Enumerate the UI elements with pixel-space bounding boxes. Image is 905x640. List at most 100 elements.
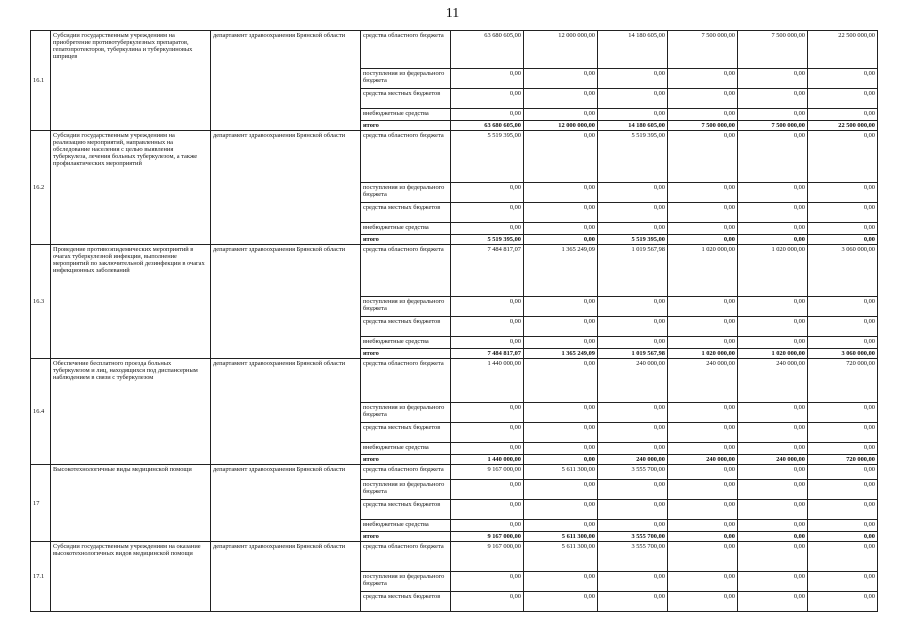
cell-source: итого <box>360 120 451 131</box>
cell-value: 0,00 <box>523 591 598 612</box>
table-row: 17.1 Субсидии государственным учреждениям… <box>30 541 878 612</box>
cell-value: 0,00 <box>450 591 524 612</box>
cell-source: итого <box>360 234 451 245</box>
cell-value: 0,00 <box>737 88 808 109</box>
cell-value: 5 519 395,00 <box>450 234 524 245</box>
cell-value: 0,00 <box>523 499 598 520</box>
cell-value: 0,00 <box>667 68 738 89</box>
cell-source: поступления из федерального бюджета <box>360 402 451 423</box>
cell-value: 0,00 <box>807 202 878 223</box>
cell-value: 0,00 <box>523 202 598 223</box>
cell-value: 0,00 <box>450 88 524 109</box>
cell-value: 0,00 <box>450 336 524 349</box>
cell-value: 5 611 300,00 <box>523 541 598 572</box>
cell-source: поступления из федерального бюджета <box>360 68 451 89</box>
cell-value: 0,00 <box>597 499 668 520</box>
cell-value: 7 484 817,07 <box>450 348 524 359</box>
cell-value: 0,00 <box>597 336 668 349</box>
cell-org: департамент здравоохранения Брянской обл… <box>210 541 361 612</box>
table-row: 16.4 Обеспечение бесплатного проезда боль… <box>30 358 878 465</box>
cell-value: 12 000 000,00 <box>523 30 598 69</box>
cell-source: средства местных бюджетов <box>360 591 451 612</box>
cell-value: 0,00 <box>597 591 668 612</box>
cell-source: поступления из федерального бюджета <box>360 479 451 500</box>
cell-value: 0,00 <box>523 571 598 592</box>
cell-name: Проведение противоэпидемических мероприя… <box>50 244 211 359</box>
cell-value: 0,00 <box>807 422 878 443</box>
cell-source: внебюджетные средства <box>360 222 451 235</box>
cell-name: Субсидии государственным учреждениям на … <box>50 541 211 612</box>
cell-value: 0,00 <box>667 336 738 349</box>
cell-value: 240 000,00 <box>597 358 668 403</box>
cell-value: 0,00 <box>807 541 878 572</box>
cell-value: 0,00 <box>523 222 598 235</box>
cell-value: 0,00 <box>523 130 598 183</box>
cell-value: 1 440 000,00 <box>450 454 524 465</box>
cell-value: 0,00 <box>807 442 878 455</box>
cell-source: внебюджетные средства <box>360 519 451 532</box>
cell-value: 0,00 <box>667 571 738 592</box>
cell-value: 0,00 <box>597 519 668 532</box>
cell-value: 7 500 000,00 <box>667 120 738 131</box>
cell-value: 240 000,00 <box>597 454 668 465</box>
cell-value: 5 611 300,00 <box>523 531 598 542</box>
cell-value: 0,00 <box>597 571 668 592</box>
cell-value: 240 000,00 <box>667 454 738 465</box>
cell-value: 0,00 <box>523 88 598 109</box>
cell-value: 0,00 <box>523 519 598 532</box>
cell-value: 5 519 395,00 <box>597 130 668 183</box>
cell-value: 0,00 <box>807 519 878 532</box>
table-row: 16.3 Проведение противоэпидемических меро… <box>30 244 878 359</box>
cell-value: 0,00 <box>597 108 668 121</box>
table-row: 16.1 Субсидии государственным учреждениям… <box>30 30 878 131</box>
table-row: внебюджетные средства 0,00 0,00 0,00 0,00 0,0… <box>31 108 878 121</box>
cell-value: 0,00 <box>523 296 598 317</box>
cell-value: 0,00 <box>807 108 878 121</box>
cell-value: 1 019 567,98 <box>597 348 668 359</box>
cell-source: поступления из федерального бюджета <box>360 296 451 317</box>
cell-value: 0,00 <box>667 130 738 183</box>
cell-value: 240 000,00 <box>737 454 808 465</box>
cell-value: 0,00 <box>667 202 738 223</box>
cell-value: 0,00 <box>450 422 524 443</box>
table-row: итого 1 440 000,00 0,00 240 000,00 240 000,0… <box>31 454 878 465</box>
cell-value: 0,00 <box>807 130 878 183</box>
cell-num: 17.1 <box>30 541 51 612</box>
cell-value: 1 020 000,00 <box>737 348 808 359</box>
cell-value: 0,00 <box>807 571 878 592</box>
cell-num: 16.1 <box>30 30 51 131</box>
cell-value: 0,00 <box>737 442 808 455</box>
cell-value: 3 555 700,00 <box>597 531 668 542</box>
cell-value: 0,00 <box>807 499 878 520</box>
cell-value: 0,00 <box>737 479 808 500</box>
cell-value: 0,00 <box>737 234 808 245</box>
cell-value: 0,00 <box>807 68 878 89</box>
cell-value: 0,00 <box>450 296 524 317</box>
cell-value: 0,00 <box>450 571 524 592</box>
cell-value: 0,00 <box>597 296 668 317</box>
page-number: 11 <box>445 6 460 21</box>
cell-value: 5 519 395,00 <box>597 234 668 245</box>
cell-value: 0,00 <box>667 222 738 235</box>
cell-value: 12 000 000,00 <box>523 120 598 131</box>
cell-org: департамент здравоохранения Брянской обл… <box>210 358 361 465</box>
cell-value: 7 484 817,07 <box>450 244 524 297</box>
table-row: поступления из федерального бюджета 0,00 0… <box>31 182 878 203</box>
cell-value: 0,00 <box>667 422 738 443</box>
table-row: итого 63 680 605,00 12 000 000,00 14 180 60… <box>31 120 878 131</box>
cell-value: 0,00 <box>807 464 878 480</box>
table-row: 16.2 Субсидии государственным учреждениям… <box>30 130 878 245</box>
cell-value: 0,00 <box>737 531 808 542</box>
cell-value: 22 500 000,00 <box>807 30 878 69</box>
cell-value: 1 365 249,09 <box>523 244 598 297</box>
cell-value: 0,00 <box>450 202 524 223</box>
cell-value: 0,00 <box>667 464 738 480</box>
cell-value: 22 500 000,00 <box>807 120 878 131</box>
cell-value: 720 000,00 <box>807 358 878 403</box>
cell-value: 0,00 <box>737 591 808 612</box>
cell-source: итого <box>360 454 451 465</box>
cell-num: 16.4 <box>30 358 51 465</box>
cell-value: 0,00 <box>737 402 808 423</box>
cell-value: 3 060 000,00 <box>807 348 878 359</box>
cell-source: средства областного бюджета <box>360 464 451 480</box>
